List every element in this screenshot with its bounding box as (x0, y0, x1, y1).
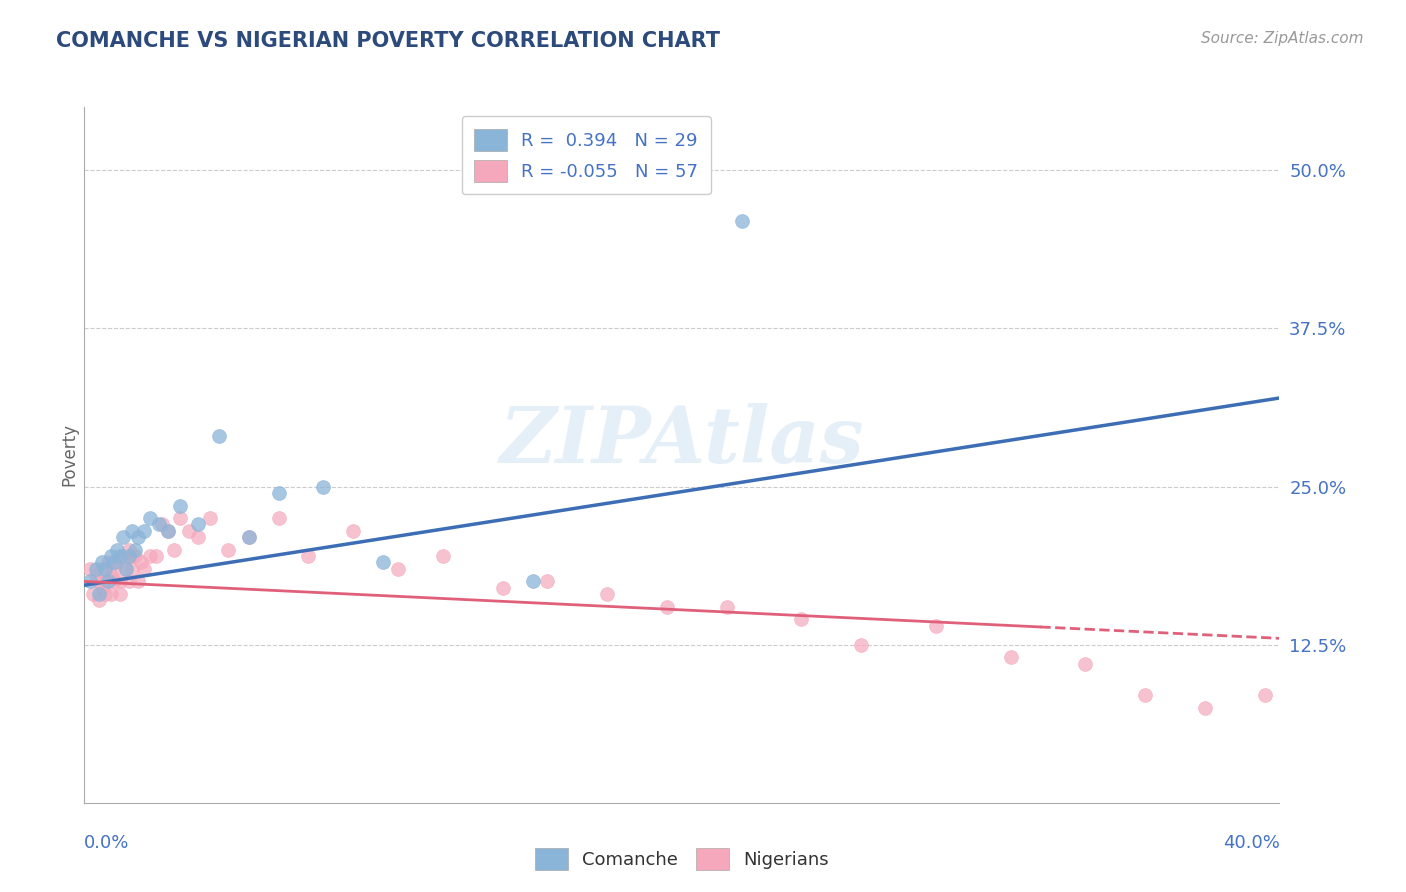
Point (148, 517, 170, 532)
Point (157, 524, 180, 538)
Point (100, 568, 122, 582)
Point (94, 562, 117, 576)
Point (342, 524, 364, 538)
Point (121, 562, 143, 576)
Point (112, 549, 135, 563)
Point (94, 587, 117, 601)
Point (112, 530, 135, 544)
Point (121, 524, 143, 538)
Point (89, 587, 111, 601)
Point (150, 517, 173, 532)
Point (139, 549, 162, 563)
Point (387, 562, 409, 576)
Point (100, 549, 122, 563)
Point (238, 530, 260, 544)
Point (124, 549, 146, 563)
Point (536, 574, 558, 589)
Point (91, 562, 114, 576)
Point (105, 556, 128, 570)
Point (132, 524, 156, 538)
Point (157, 524, 180, 538)
Point (97, 574, 120, 589)
Point (118, 542, 141, 557)
Point (267, 486, 290, 500)
Point (115, 562, 138, 576)
Point (97, 556, 120, 570)
Point (371, 556, 394, 570)
Point (110, 549, 132, 563)
Point (596, 587, 619, 601)
Point (115, 562, 138, 576)
Point (82, 587, 104, 601)
Point (492, 581, 515, 595)
Point (118, 549, 141, 563)
Point (100, 587, 122, 601)
Point (103, 562, 125, 576)
Point (91, 581, 114, 595)
Point (169, 499, 191, 513)
Point (187, 517, 209, 532)
Point (1074, 657, 1097, 671)
Point (1133, 688, 1156, 702)
Text: COMANCHE VS NIGERIAN POVERTY CORRELATION CHART: COMANCHE VS NIGERIAN POVERTY CORRELATION… (56, 31, 720, 51)
Point (177, 524, 200, 538)
Point (94, 574, 117, 589)
Point (127, 530, 149, 544)
Text: Source: ZipAtlas.com: Source: ZipAtlas.com (1201, 31, 1364, 46)
Point (97, 574, 120, 589)
Point (925, 618, 948, 632)
Point (198, 511, 221, 525)
Point (86, 568, 108, 582)
Text: ZIPAtlas: ZIPAtlas (499, 403, 865, 479)
Point (522, 574, 544, 589)
Point (110, 574, 132, 589)
Point (79, 562, 101, 576)
Point (139, 511, 162, 525)
Point (145, 549, 167, 563)
Point (187, 530, 209, 544)
Point (312, 479, 335, 493)
Point (217, 542, 239, 557)
Point (129, 556, 152, 570)
Point (89, 574, 111, 589)
Point (86, 562, 108, 576)
Point (731, 214, 754, 228)
Point (1194, 701, 1216, 715)
Point (110, 587, 132, 601)
Point (127, 574, 149, 589)
Point (267, 511, 290, 525)
Point (790, 612, 813, 626)
Point (169, 511, 191, 525)
Point (655, 599, 678, 614)
Point (105, 542, 128, 557)
Point (716, 599, 738, 614)
Point (1253, 688, 1275, 702)
Y-axis label: Poverty: Poverty (60, 424, 79, 486)
Point (91, 556, 114, 570)
Point (238, 530, 260, 544)
Legend: Comanche, Nigerians: Comanche, Nigerians (529, 841, 835, 877)
Point (163, 542, 186, 557)
Point (297, 549, 319, 563)
Point (79, 574, 101, 589)
Point (103, 556, 125, 570)
Point (132, 562, 156, 576)
Point (208, 429, 231, 443)
Point (103, 574, 125, 589)
Point (1000, 650, 1022, 665)
Point (432, 549, 454, 563)
Point (89, 593, 111, 607)
Point (121, 549, 143, 563)
Point (849, 638, 872, 652)
Text: 0.0%: 0.0% (84, 834, 129, 852)
Point (118, 574, 141, 589)
Point (124, 542, 146, 557)
Text: 40.0%: 40.0% (1223, 834, 1279, 852)
